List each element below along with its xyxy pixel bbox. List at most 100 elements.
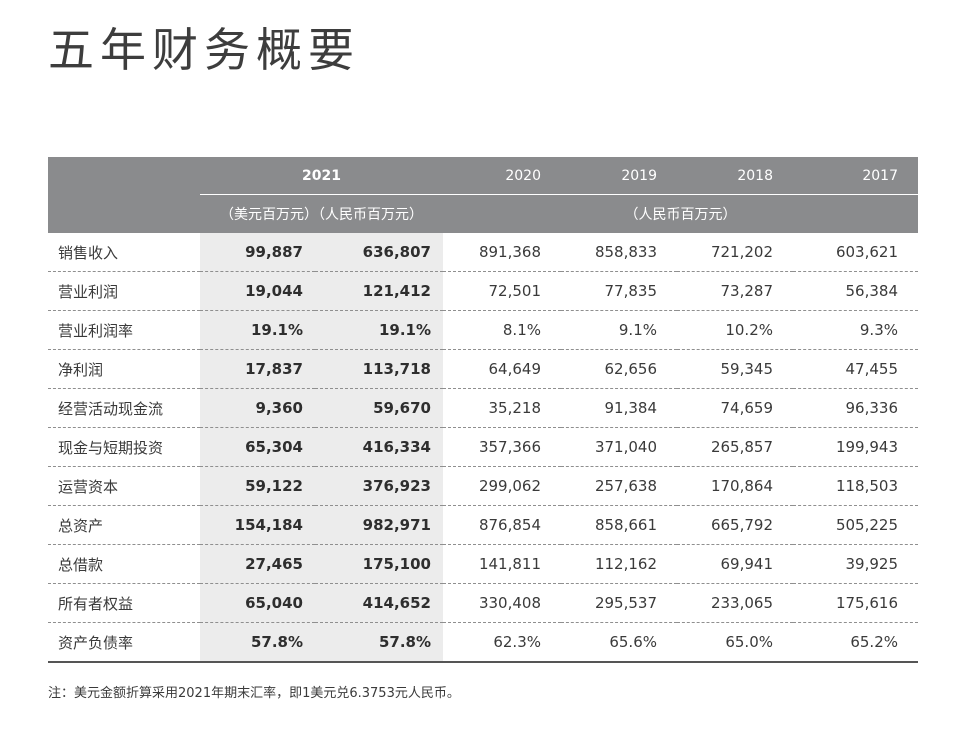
header-unit-2021: （美元百万元）（人民币百万元） — [200, 195, 443, 233]
cell-2021-rmb: 59,670 — [315, 388, 443, 428]
cell-2019: 77,835 — [561, 271, 677, 311]
row-label: 销售收入 — [48, 233, 200, 272]
row-label: 运营资本 — [48, 466, 200, 506]
cell-2021-usd: 59,122 — [200, 466, 315, 506]
table-row: 现金与短期投资 65,304 416,334 357,366 371,040 265,85… — [48, 427, 918, 467]
cell-2021-usd: 57.8% — [200, 622, 315, 663]
table-row: 运营资本 59,122 376,923 299,062 257,638 170,864 11… — [48, 466, 918, 506]
cell-2021-rmb: 416,334 — [315, 427, 443, 467]
cell-2018: 665,792 — [677, 505, 793, 545]
cell-2018: 74,659 — [677, 388, 793, 428]
cell-2021-rmb: 982,971 — [315, 505, 443, 545]
unit-rmb-label: （人民币百万元） — [318, 207, 423, 223]
table-row: 营业利润 19,044 121,412 72,501 77,835 73,287 56,38… — [48, 271, 918, 311]
cell-2019: 858,661 — [561, 505, 677, 545]
cell-2020: 8.1% — [443, 310, 561, 350]
cell-2018: 59,345 — [677, 349, 793, 389]
cell-2021-usd: 27,465 — [200, 544, 315, 584]
cell-2017: 603,621 — [793, 233, 918, 272]
header-year-2017: 2017 — [793, 157, 918, 195]
cell-2019: 62,656 — [561, 349, 677, 389]
cell-2017: 56,384 — [793, 271, 918, 311]
header-year-2018: 2018 — [677, 157, 793, 195]
cell-2017: 199,943 — [793, 427, 918, 467]
cell-2021-usd: 154,184 — [200, 505, 315, 545]
header-row-years: 2021 2020 2019 2018 2017 — [48, 157, 918, 195]
row-label: 净利润 — [48, 349, 200, 389]
cell-2017: 505,225 — [793, 505, 918, 545]
cell-2018: 233,065 — [677, 583, 793, 623]
cell-2019: 112,162 — [561, 544, 677, 584]
cell-2017: 175,616 — [793, 583, 918, 623]
cell-2020: 64,649 — [443, 349, 561, 389]
table-row: 营业利润率 19.1% 19.1% 8.1% 9.1% 10.2% 9.3% — [48, 310, 918, 350]
cell-2018: 265,857 — [677, 427, 793, 467]
cell-2018: 73,287 — [677, 271, 793, 311]
row-label: 资产负债率 — [48, 622, 200, 663]
cell-2021-rmb: 113,718 — [315, 349, 443, 389]
row-label: 总借款 — [48, 544, 200, 584]
cell-2020: 72,501 — [443, 271, 561, 311]
cell-2021-usd: 65,040 — [200, 583, 315, 623]
cell-2017: 65.2% — [793, 622, 918, 663]
cell-2020: 141,811 — [443, 544, 561, 584]
cell-2018: 69,941 — [677, 544, 793, 584]
cell-2019: 371,040 — [561, 427, 677, 467]
cell-2019: 65.6% — [561, 622, 677, 663]
cell-2020: 299,062 — [443, 466, 561, 506]
cell-2021-rmb: 19.1% — [315, 310, 443, 350]
cell-2020: 62.3% — [443, 622, 561, 663]
header-year-2020: 2020 — [443, 157, 561, 195]
row-label: 经营活动现金流 — [48, 388, 200, 428]
footnote: 注：美元金额折算采用2021年期末汇率，即1美元兑6.3753元人民币。 — [48, 686, 460, 701]
row-label: 营业利润率 — [48, 310, 200, 350]
cell-2021-rmb: 636,807 — [315, 233, 443, 272]
table-row: 总资产 154,184 982,971 876,854 858,661 665,792 50… — [48, 505, 918, 545]
page-title: 五年财务概要 — [48, 23, 360, 77]
table-row: 经营活动现金流 9,360 59,670 35,218 91,384 74,659 96,3… — [48, 388, 918, 428]
cell-2019: 91,384 — [561, 388, 677, 428]
cell-2019: 257,638 — [561, 466, 677, 506]
cell-2021-rmb: 414,652 — [315, 583, 443, 623]
cell-2021-rmb: 175,100 — [315, 544, 443, 584]
header-empty-cell — [48, 195, 200, 233]
cell-2021-usd: 19.1% — [200, 310, 315, 350]
cell-2017: 9.3% — [793, 310, 918, 350]
cell-2018: 170,864 — [677, 466, 793, 506]
cell-2021-rmb: 376,923 — [315, 466, 443, 506]
cell-2021-usd: 17,837 — [200, 349, 315, 389]
row-label: 营业利润 — [48, 271, 200, 311]
cell-2017: 118,503 — [793, 466, 918, 506]
cell-2018: 721,202 — [677, 233, 793, 272]
cell-2020: 357,366 — [443, 427, 561, 467]
cell-2021-usd: 9,360 — [200, 388, 315, 428]
cell-2020: 35,218 — [443, 388, 561, 428]
cell-2018: 65.0% — [677, 622, 793, 663]
header-empty-cell — [48, 157, 200, 195]
cell-2017: 47,455 — [793, 349, 918, 389]
cell-2021-rmb: 121,412 — [315, 271, 443, 311]
cell-2020: 891,368 — [443, 233, 561, 272]
cell-2021-usd: 99,887 — [200, 233, 315, 272]
row-label: 现金与短期投资 — [48, 427, 200, 467]
cell-2020: 876,854 — [443, 505, 561, 545]
financial-summary-table: 2021 2020 2019 2018 2017 （美元百万元）（人民币百万元）… — [48, 157, 918, 663]
table-row: 所有者权益 65,040 414,652 330,408 295,537 233,065 1… — [48, 583, 918, 623]
table-body: 销售收入 99,887 636,807 891,368 858,833 721,202 60… — [48, 233, 918, 663]
table-row: 资产负债率 57.8% 57.8% 62.3% 65.6% 65.0% 65.2% — [48, 622, 918, 663]
cell-2020: 330,408 — [443, 583, 561, 623]
cell-2019: 295,537 — [561, 583, 677, 623]
cell-2018: 10.2% — [677, 310, 793, 350]
row-label: 所有者权益 — [48, 583, 200, 623]
cell-2019: 9.1% — [561, 310, 677, 350]
unit-usd-label: （美元百万元） — [220, 207, 318, 223]
cell-2021-rmb: 57.8% — [315, 622, 443, 663]
table-row: 销售收入 99,887 636,807 891,368 858,833 721,202 60… — [48, 233, 918, 272]
header-row-units: （美元百万元）（人民币百万元） （人民币百万元） — [48, 195, 918, 233]
cell-2021-usd: 19,044 — [200, 271, 315, 311]
cell-2017: 96,336 — [793, 388, 918, 428]
table-row: 总借款 27,465 175,100 141,811 112,162 69,941 39,9… — [48, 544, 918, 584]
cell-2019: 858,833 — [561, 233, 677, 272]
header-year-2021: 2021 — [200, 157, 443, 195]
header-year-2019: 2019 — [561, 157, 677, 195]
